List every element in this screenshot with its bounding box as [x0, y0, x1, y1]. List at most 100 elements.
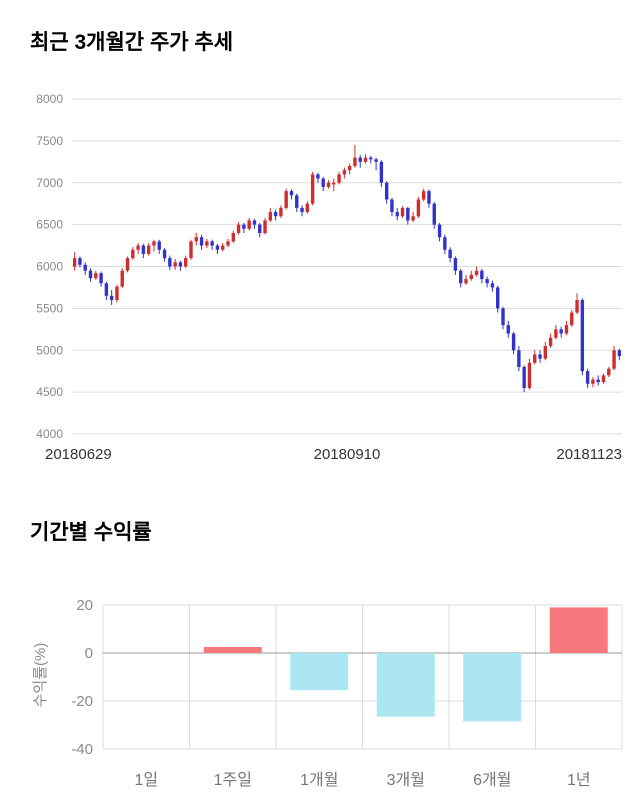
x-tick-label-mid-date: 20180910 — [314, 446, 381, 463]
candle-body — [258, 224, 262, 233]
candle-body — [131, 249, 135, 259]
candle-body — [580, 300, 585, 372]
candle-body — [115, 286, 119, 300]
candle-body — [273, 212, 278, 217]
candle-body — [400, 207, 405, 217]
candle-body — [184, 258, 188, 267]
candle-body — [474, 270, 479, 275]
candle-body — [210, 241, 214, 246]
candle-body — [601, 375, 606, 383]
candle-body — [353, 157, 357, 166]
candle-body — [94, 273, 98, 279]
candle-body — [342, 170, 347, 175]
candle-body — [570, 312, 574, 326]
candle-body — [585, 371, 590, 384]
candle-body — [146, 245, 151, 254]
candle-body — [395, 212, 399, 217]
candle-body — [496, 287, 500, 309]
category-label: 1주일 — [214, 771, 252, 789]
candle-body — [268, 212, 273, 221]
candle-body — [310, 174, 315, 204]
candle-body — [289, 191, 294, 196]
y-tick-label: -20 — [71, 693, 93, 710]
candle-body — [612, 350, 616, 369]
x-tick-label-start-date: 20180629 — [45, 446, 112, 463]
candle-body — [263, 220, 267, 233]
candle-body — [411, 216, 415, 221]
candle-body — [427, 191, 431, 204]
category-label: 1년 — [567, 771, 591, 789]
category-label: 1개월 — [300, 771, 338, 789]
candle-body — [300, 207, 304, 213]
y-tick-label: 7500 — [36, 134, 63, 148]
candle-body — [347, 166, 352, 171]
category-label: 6개월 — [473, 771, 511, 789]
candle-body — [236, 224, 241, 233]
candle-body — [464, 279, 468, 284]
candle-body — [109, 295, 114, 300]
candle-body — [591, 379, 595, 384]
candle-body — [554, 329, 558, 338]
return-bar — [290, 653, 349, 691]
candle-body — [617, 350, 622, 357]
y-tick-label: -40 — [71, 741, 93, 758]
price-chart-title: 최근 3개월간 주가 추세 — [30, 31, 234, 54]
y-tick-label: 6500 — [36, 218, 63, 232]
candle-body — [332, 182, 336, 185]
candle-body — [390, 199, 394, 213]
y-tick-label: 4500 — [36, 385, 63, 399]
candle-body — [247, 220, 251, 229]
candle-body — [490, 283, 495, 288]
y-tick-label: 0 — [85, 645, 93, 662]
returns-bar-chart: 20 0 -20 -40 1일 1주일 1개월 3개월 6개월 1년 수익률(%) — [32, 597, 623, 789]
candle-body — [252, 220, 257, 225]
candle-body — [199, 237, 204, 246]
candle-body — [369, 157, 373, 160]
candle-body — [527, 362, 532, 388]
y-tick-label: 4000 — [36, 427, 63, 441]
candle-body — [178, 262, 183, 267]
candle-body — [469, 274, 473, 280]
category-label: 1일 — [134, 771, 158, 789]
candle-body — [480, 270, 484, 280]
y-tick-label: 7000 — [36, 176, 63, 190]
returns-chart-title: 기간별 수익률 — [30, 521, 152, 544]
candle-body — [522, 367, 526, 388]
candle-body — [295, 195, 299, 208]
candle-body — [162, 249, 167, 259]
candle-body — [607, 368, 611, 376]
candle-body — [437, 224, 442, 238]
candle-body — [141, 245, 146, 254]
y-tick-label: 6000 — [36, 260, 63, 274]
candle-body — [157, 241, 161, 250]
candle-body — [501, 308, 505, 326]
candle-body — [72, 258, 77, 267]
candle-body — [284, 191, 288, 208]
candle-body — [511, 333, 516, 351]
candle-body — [316, 174, 320, 179]
candle-body — [305, 203, 310, 213]
candle-body — [189, 241, 193, 259]
candle-body — [596, 379, 600, 383]
candle-body — [136, 245, 140, 250]
candle-body — [205, 241, 209, 246]
candle-body — [99, 273, 103, 284]
y-tick-label: 20 — [76, 597, 93, 614]
y-tick-label: 8000 — [36, 92, 63, 106]
candle-body — [506, 325, 510, 334]
candle-body — [533, 354, 537, 363]
return-bar — [376, 653, 435, 717]
candle-body — [173, 262, 177, 267]
candle-body — [443, 237, 447, 250]
candle-body — [448, 249, 452, 259]
candle-body — [459, 270, 463, 284]
candle-body — [379, 161, 384, 183]
candle-body — [485, 279, 489, 284]
candle-body — [125, 258, 130, 271]
y-tick-label: 5000 — [36, 343, 63, 357]
y-tick-label: 5500 — [36, 301, 63, 315]
candle-body — [78, 258, 82, 265]
candle-body — [517, 350, 521, 367]
candle-body — [152, 241, 156, 246]
candle-body — [374, 159, 378, 162]
